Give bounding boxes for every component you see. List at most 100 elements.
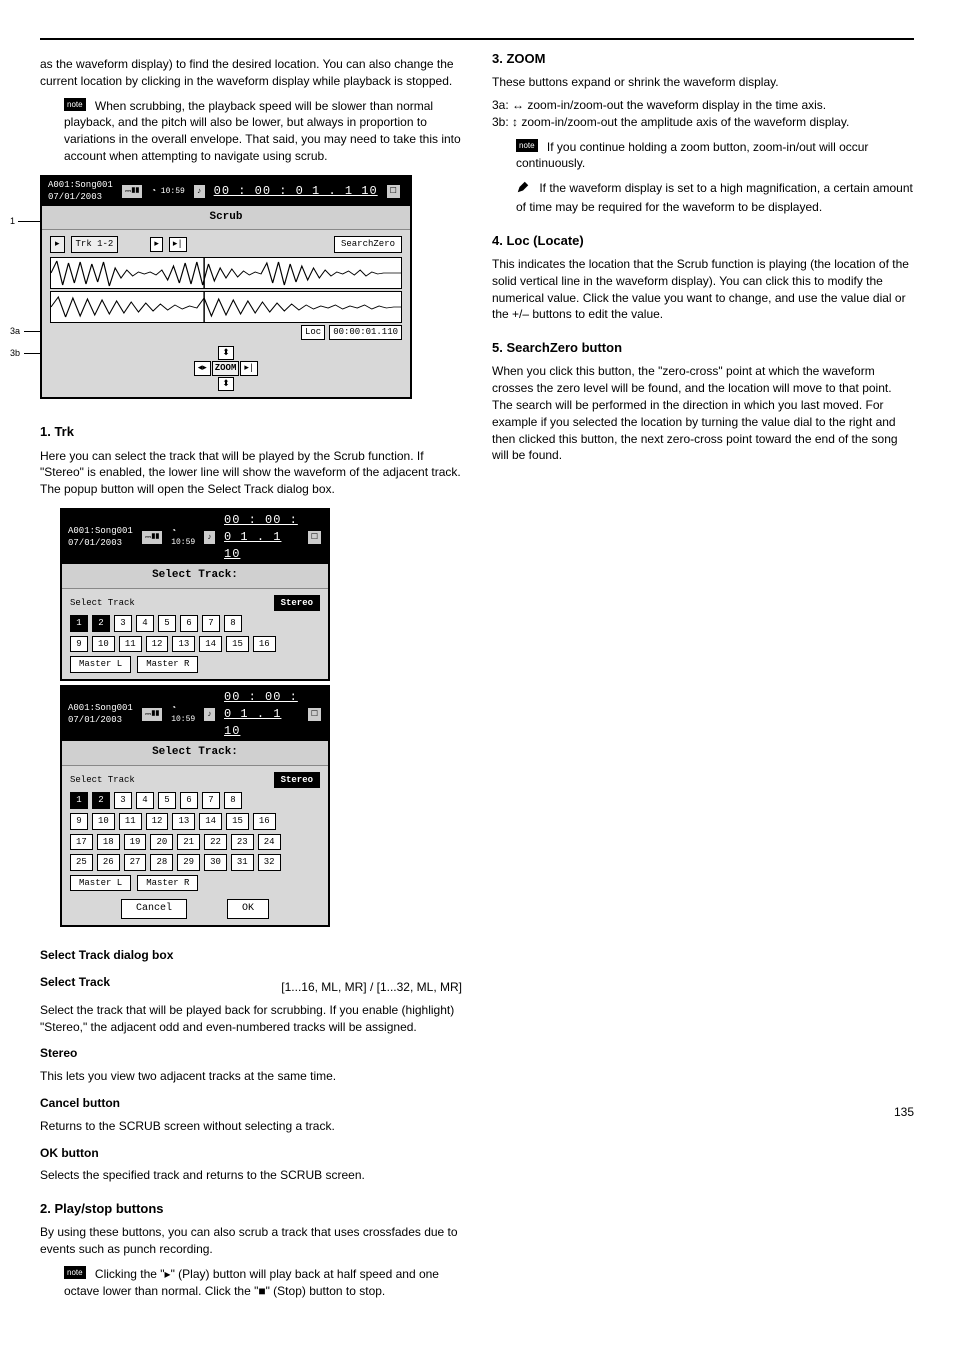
track-chip[interactable]: 11 xyxy=(119,636,142,653)
topbar-music-icon: ♪ xyxy=(193,184,206,199)
track-chip[interactable]: 18 xyxy=(97,834,120,851)
st1-master-l[interactable]: Master L xyxy=(70,656,131,673)
track-chip[interactable]: 15 xyxy=(226,636,249,653)
note-block-2: note Clicking the "▸" (Play) button will… xyxy=(40,1266,462,1300)
track-chip[interactable]: 7 xyxy=(202,792,220,809)
heading-loc: 4. Loc (Locate) xyxy=(492,232,914,250)
cancel-desc: Returns to the SCRUB screen without sele… xyxy=(40,1118,462,1135)
scrub-topbar: A001:Song00107/01/2003 ⎓∎∎ ◔ 10:59 ♪ 00 … xyxy=(42,177,410,206)
track-chip[interactable]: 1 xyxy=(70,792,88,809)
waveform-upper[interactable] xyxy=(50,257,402,289)
ok-desc: Selects the specified track and returns … xyxy=(40,1167,462,1184)
track-chip[interactable]: 28 xyxy=(150,854,173,871)
track-chip[interactable]: 8 xyxy=(224,792,242,809)
zoom-left[interactable]: ◂▸ xyxy=(194,361,211,376)
st1-title: Select Track: xyxy=(62,564,328,588)
cancel-heading: Cancel button xyxy=(40,1095,462,1112)
st2-music-icon: ♪ xyxy=(203,707,216,722)
searchzero-button[interactable]: SearchZero xyxy=(334,236,402,253)
track-chip[interactable]: 2 xyxy=(92,792,110,809)
track-chip[interactable]: 32 xyxy=(258,854,281,871)
track-chip[interactable]: 1 xyxy=(70,615,88,632)
st1-stereo-button[interactable]: Stereo xyxy=(274,595,320,612)
note-icon: note xyxy=(64,1266,86,1279)
ok-button[interactable]: OK xyxy=(227,899,269,919)
st1-master-r[interactable]: Master R xyxy=(137,656,198,673)
track-chip[interactable]: 24 xyxy=(258,834,281,851)
note-block-1: note When scrubbing, the playback speed … xyxy=(40,98,462,165)
st2-master-l[interactable]: Master L xyxy=(70,875,131,892)
trk-popup[interactable]: ▸ xyxy=(50,236,65,253)
st1-trail: ☐ xyxy=(307,530,322,545)
stop-button[interactable]: ▸| xyxy=(169,237,187,252)
track-chip[interactable]: 27 xyxy=(124,854,147,871)
track-chip[interactable]: 14 xyxy=(199,813,222,830)
zoom-up[interactable]: ⬍ xyxy=(218,346,234,361)
zoom-down[interactable]: ⬍ xyxy=(218,377,234,392)
track-chip[interactable]: 17 xyxy=(70,834,93,851)
track-chip[interactable]: 14 xyxy=(199,636,222,653)
track-chip[interactable]: 5 xyxy=(158,792,176,809)
track-chip[interactable]: 10 xyxy=(92,813,115,830)
st2-song: A001:Song00107/01/2003 xyxy=(68,702,133,727)
st2-master-r[interactable]: Master R xyxy=(137,875,198,892)
topbar-song: A001:Song00107/01/2003 xyxy=(48,179,113,204)
track-chip[interactable]: 13 xyxy=(172,636,195,653)
track-chip[interactable]: 26 xyxy=(97,854,120,871)
loc-value[interactable]: 00:00:01.110 xyxy=(329,325,402,340)
zoom-label: ZOOM xyxy=(212,361,240,376)
track-chip[interactable]: 3 xyxy=(114,615,132,632)
note-icon: note xyxy=(516,139,538,152)
st2-batt: ⎓∎∎ xyxy=(141,707,163,722)
track-chip[interactable]: 4 xyxy=(136,792,154,809)
track-chip[interactable]: 4 xyxy=(136,615,154,632)
track-chip[interactable]: 6 xyxy=(180,615,198,632)
track-chip[interactable]: 16 xyxy=(253,636,276,653)
track-chip[interactable]: 8 xyxy=(224,615,242,632)
scrub-panel: A001:Song00107/01/2003 ⎓∎∎ ◔ 10:59 ♪ 00 … xyxy=(40,175,412,400)
track-chip[interactable]: 2 xyxy=(92,615,110,632)
waveform-lower[interactable] xyxy=(50,291,402,323)
track-chip[interactable]: 22 xyxy=(204,834,227,851)
topbar-counter: 00 : 00 : 0 1 . 1 10 xyxy=(214,183,378,200)
track-chip[interactable]: 23 xyxy=(231,834,254,851)
heading-searchzero: 5. SearchZero button xyxy=(492,339,914,357)
track-chip[interactable]: 25 xyxy=(70,854,93,871)
loc-label: Loc xyxy=(301,325,325,340)
track-chip[interactable]: 21 xyxy=(177,834,200,851)
right-column: 3. ZOOM These buttons expand or shrink t… xyxy=(492,50,914,1308)
track-chip[interactable]: 11 xyxy=(119,813,142,830)
left-column: as the waveform display) to find the des… xyxy=(40,50,462,1308)
track-chip[interactable]: 15 xyxy=(226,813,249,830)
track-chip[interactable]: 16 xyxy=(253,813,276,830)
para-zoom-list: 3a: ↔ zoom-in/zoom-out the waveform disp… xyxy=(492,97,914,131)
track-chip[interactable]: 9 xyxy=(70,813,88,830)
selecttrack-desc: Select the track that will be played bac… xyxy=(40,1002,462,1036)
st2-counter: 00 : 00 : 0 1 . 1 10 xyxy=(224,689,299,739)
track-chip[interactable]: 31 xyxy=(231,854,254,871)
st2-stereo-button[interactable]: Stereo xyxy=(274,772,320,789)
track-chip[interactable]: 3 xyxy=(114,792,132,809)
st2-clock: ◔ 10:59 xyxy=(171,703,195,725)
track-chip[interactable]: 6 xyxy=(180,792,198,809)
track-chip[interactable]: 10 xyxy=(92,636,115,653)
track-chip[interactable]: 13 xyxy=(172,813,195,830)
track-chip[interactable]: 20 xyxy=(150,834,173,851)
zoom-right[interactable]: ▸| xyxy=(240,361,258,376)
cancel-button[interactable]: Cancel xyxy=(121,899,187,919)
track-chip[interactable]: 5 xyxy=(158,615,176,632)
st1-batt: ⎓∎∎ xyxy=(141,530,163,545)
track-chip[interactable]: 12 xyxy=(146,813,169,830)
callout-1: 1 xyxy=(10,215,15,228)
st1-tracks-row1: 1 2 3 4 5 6 7 8 xyxy=(70,615,320,632)
track-chip[interactable]: 29 xyxy=(177,854,200,871)
st1-clock: ◔ 10:59 xyxy=(171,526,195,548)
play-button[interactable]: ▸ xyxy=(150,237,163,252)
topbar-clock: ◔ 10:59 xyxy=(151,186,185,197)
track-chip[interactable]: 30 xyxy=(204,854,227,871)
trk-label[interactable]: Trk 1-2 xyxy=(71,236,119,253)
track-chip[interactable]: 7 xyxy=(202,615,220,632)
track-chip[interactable]: 12 xyxy=(146,636,169,653)
track-chip[interactable]: 19 xyxy=(124,834,147,851)
track-chip[interactable]: 9 xyxy=(70,636,88,653)
